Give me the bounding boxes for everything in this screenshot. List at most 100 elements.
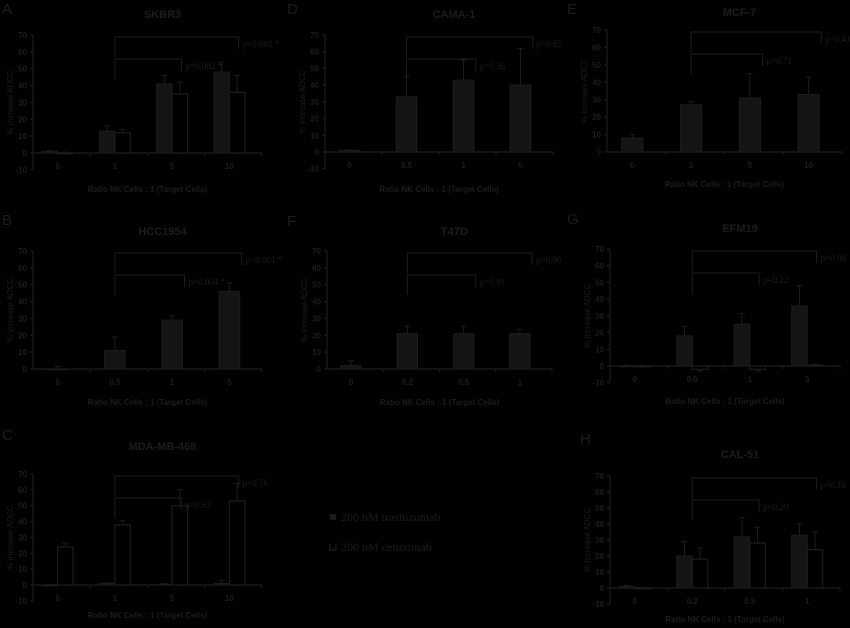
bar-trastuzumab: [156, 83, 173, 154]
x-axis-label: Ratio NK Cells : 1 (Target Cells): [380, 398, 500, 407]
bar-trastuzumab: [161, 319, 183, 370]
y-tick-label: 10: [312, 348, 321, 357]
y-tick-label: 10: [595, 568, 604, 577]
y-tick-label: 30: [18, 314, 27, 323]
x-tick-label: 1: [113, 594, 118, 603]
bar-trastuzumab: [452, 79, 475, 153]
y-tick-label: 60: [595, 262, 604, 271]
x-tick-label: 0: [349, 378, 354, 387]
y-tick-label: 60: [312, 264, 321, 273]
bar-cetuximab: [634, 365, 651, 368]
significance-bracket: [406, 58, 477, 79]
significance-bracket: [114, 58, 182, 79]
significance-bracket: [406, 36, 534, 57]
x-tick-label: 5: [227, 378, 232, 387]
x-tick-label: 5: [518, 161, 523, 170]
y-tick-label: 60: [18, 486, 27, 495]
bar-trastuzumab: [156, 583, 173, 586]
significance-bracket: [406, 274, 477, 295]
significance-bracket: [691, 250, 818, 271]
p-value-label: p=0.41: [825, 34, 850, 44]
panel-f: F T47D 0 10 20 30 40 50 60 70 % Increase ADCC 0 0.2 0…: [287, 213, 562, 407]
y-tick-label: 60: [18, 48, 27, 57]
bar-cetuximab: [57, 546, 74, 586]
y-tick-label: 70: [18, 247, 27, 256]
legend-swatch-filled-icon: [330, 514, 336, 520]
x-axis-label: Ratio NK Cells : 1 (Target Cells): [88, 185, 208, 194]
y-tick-label: 20: [18, 549, 27, 558]
bar-trastuzumab: [395, 96, 418, 153]
x-tick-label: 1: [461, 161, 466, 170]
p-value-label: p=0.91: [480, 277, 505, 287]
significance-bracket: [114, 274, 185, 295]
y-tick-label: 0: [597, 148, 602, 157]
bar-trastuzumab: [46, 368, 69, 371]
bar-trastuzumab: [213, 582, 230, 586]
y-tick-label: 30: [18, 98, 27, 107]
bar-trastuzumab: [618, 585, 636, 589]
y-tick-label: 70: [18, 31, 27, 40]
panel-title: HCC1954: [138, 226, 187, 238]
significance-bracket: [114, 252, 243, 273]
bar-trastuzumab: [676, 335, 693, 367]
p-value-label: p=0.004 *: [188, 277, 225, 287]
bar-trastuzumab: [509, 84, 532, 153]
y-tick-label: 30: [18, 533, 27, 542]
y-axis-label: % Increase ADCC: [583, 508, 592, 573]
y-tick-label: 10: [592, 131, 601, 140]
x-tick-label: 0: [630, 161, 635, 170]
y-tick-label: 70: [592, 26, 601, 35]
bar-cetuximab: [57, 152, 74, 155]
y-tick-label: 40: [595, 520, 604, 529]
y-tick-label: 20: [312, 331, 321, 340]
bar-trastuzumab: [680, 104, 703, 153]
y-tick-label: 20: [18, 331, 27, 340]
significance-bracket: [690, 53, 764, 74]
panel-letter: D: [287, 1, 298, 18]
y-tick-label: 10: [595, 345, 604, 354]
bar-cetuximab: [749, 365, 766, 370]
p-value-label: p=0.96: [536, 255, 562, 265]
bar-trastuzumab: [396, 333, 418, 370]
y-axis-label: % Increase ADCC: [583, 283, 592, 348]
y-tick-label: 20: [595, 552, 604, 561]
bar-trastuzumab: [338, 149, 361, 153]
significance-bracket: [691, 499, 760, 520]
x-axis-label: Ratio NK Cells : 1 (Target Cells): [88, 611, 208, 620]
panel-letter: C: [2, 427, 13, 444]
x-tick-label: 1: [689, 161, 694, 170]
y-tick-label: 20: [18, 115, 27, 124]
y-tick-label: 30: [595, 312, 604, 321]
x-axis-label: Ratio NK Cells : 1 (Target Cells): [88, 398, 208, 407]
bar-cetuximab: [806, 364, 824, 367]
y-tick-label: 0: [600, 584, 605, 593]
significance-bracket: [406, 252, 533, 273]
y-tick-label: 70: [310, 31, 319, 40]
y-tick-label: 60: [18, 264, 27, 273]
p-value-label: p=0.001 *: [246, 255, 283, 265]
panel-letter: B: [2, 212, 12, 229]
x-tick-label: 1: [113, 162, 118, 171]
panel-title: MCF-7: [723, 7, 757, 19]
x-tick-label: 10: [225, 162, 234, 171]
y-tick-label: 40: [18, 518, 27, 527]
y-axis-label: % Increase ADCC: [300, 278, 309, 343]
panel-title: SKBR3: [144, 9, 181, 21]
p-value-label: p=0.76: [243, 478, 269, 488]
p-value-label: p=0.08: [821, 253, 847, 263]
x-axis-label: Ratio NK Cells : 1 (Target Cells): [665, 615, 785, 624]
x-axis-label: Ratio NK Cells : 1 (Target Cells): [665, 397, 785, 406]
bar-cetuximab: [171, 93, 189, 154]
x-tick-label: 10: [804, 161, 813, 170]
legend-swatch-open-icon: [329, 544, 337, 551]
y-tick-label: 30: [310, 98, 319, 107]
y-tick-label: 20: [310, 115, 319, 124]
y-tick-label: 10: [310, 131, 319, 140]
x-tick-label: 0: [55, 594, 60, 603]
y-tick-label: 0: [315, 148, 320, 157]
bar-cetuximab: [114, 524, 131, 586]
y-tick-label: 70: [595, 245, 604, 254]
y-tick-label: 0: [23, 365, 28, 374]
